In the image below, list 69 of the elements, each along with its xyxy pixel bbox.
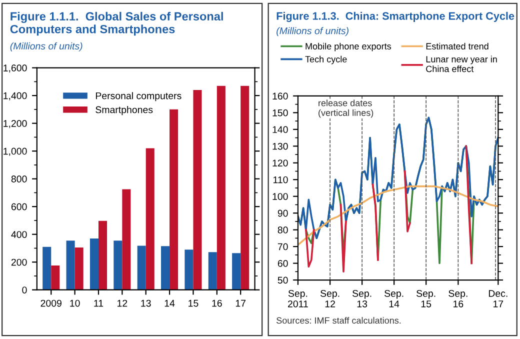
- bar: [193, 90, 202, 290]
- bar: [161, 246, 170, 290]
- bar: [51, 266, 60, 290]
- chart-subtitle: (Millions of units): [276, 27, 348, 36]
- x-tick-label: 16: [212, 300, 222, 307]
- y-tick-label: 140: [272, 126, 288, 134]
- bar: [146, 148, 154, 290]
- y-tick-label: 1,400: [4, 92, 27, 100]
- line-series: [298, 116, 498, 240]
- bar: [98, 220, 108, 290]
- legend-label: Personal computers: [96, 92, 182, 102]
- y-tick-label: 1,200: [4, 120, 27, 128]
- chart-title: Figure 1.1.3. China: Smartphone Export Cycle: [276, 12, 514, 22]
- y-tick-label: 130: [272, 142, 288, 150]
- y-tick-label: 1,600: [4, 64, 27, 73]
- legend-label: Lunar new year in China effect: [426, 56, 497, 72]
- y-tick-label: 100: [272, 193, 288, 200]
- legend-label: Mobile phone exports: [306, 42, 392, 52]
- x-tick-label: 15: [188, 300, 198, 307]
- chart-subtitle: (Millions of units): [10, 42, 82, 52]
- y-tick-label: 120: [272, 160, 288, 166]
- x-tick-label: Sep. 15: [416, 290, 436, 308]
- bar: [137, 246, 146, 290]
- bar: [66, 240, 75, 290]
- x-tick-label: Sep. 16: [448, 290, 468, 308]
- x-tick-label: 2009: [40, 300, 62, 307]
- x-tick-label: 10: [70, 300, 80, 307]
- bar: [232, 253, 241, 290]
- bar: [170, 109, 178, 290]
- y-tick-label: 70: [278, 243, 288, 250]
- chart-title: Figure 1.1.1. Global Sales of Personal Computers and Smartphones: [10, 12, 223, 36]
- x-tick-label: Dec. 17: [488, 290, 508, 308]
- y-tick-label: 200: [11, 258, 27, 266]
- x-tick-label: Sep. 2011: [288, 290, 308, 308]
- x-tick-label: Sep. 14: [384, 290, 404, 308]
- bar: [240, 86, 250, 290]
- bar: [74, 248, 84, 290]
- bar: [42, 246, 52, 290]
- y-tick-label: 60: [278, 260, 288, 267]
- x-tick-label: 14: [164, 300, 175, 307]
- x-tick-label: Sep. 12: [320, 290, 340, 308]
- line-series: [298, 185, 498, 246]
- y-tick-label: 50: [278, 276, 288, 284]
- y-tick-label: 80: [278, 226, 288, 234]
- y-tick-label: 150: [272, 109, 288, 116]
- bar: [216, 86, 226, 290]
- legend-label: Tech cycle: [305, 56, 347, 64]
- bar: [90, 238, 98, 290]
- y-tick-label: 90: [278, 210, 288, 217]
- y-tick-label: 1,000: [4, 148, 27, 156]
- y-tick-label: 600: [11, 203, 27, 210]
- y-tick-label: 800: [11, 176, 27, 182]
- bar: [114, 240, 122, 290]
- x-tick-label: 12: [118, 300, 128, 307]
- x-tick-label: 11: [94, 300, 104, 307]
- legend-label: Estimated trend: [426, 42, 488, 50]
- y-tick-label: 160: [272, 92, 288, 100]
- legend-label: Smartphones: [96, 106, 153, 116]
- x-tick-label: 17: [236, 300, 246, 307]
- y-tick-label: 400: [11, 231, 27, 238]
- y-tick-label: 110: [273, 176, 288, 184]
- bar: [208, 252, 217, 290]
- x-tick-label: Sep. 13: [352, 290, 372, 308]
- y-tick-label: 0: [22, 286, 27, 294]
- source-note: Sources: IMF staff calculations.: [276, 317, 401, 324]
- annotation: release dates (vertical lines): [318, 100, 374, 118]
- x-tick-label: 13: [141, 300, 151, 307]
- bar: [184, 250, 194, 290]
- bar: [122, 189, 131, 290]
